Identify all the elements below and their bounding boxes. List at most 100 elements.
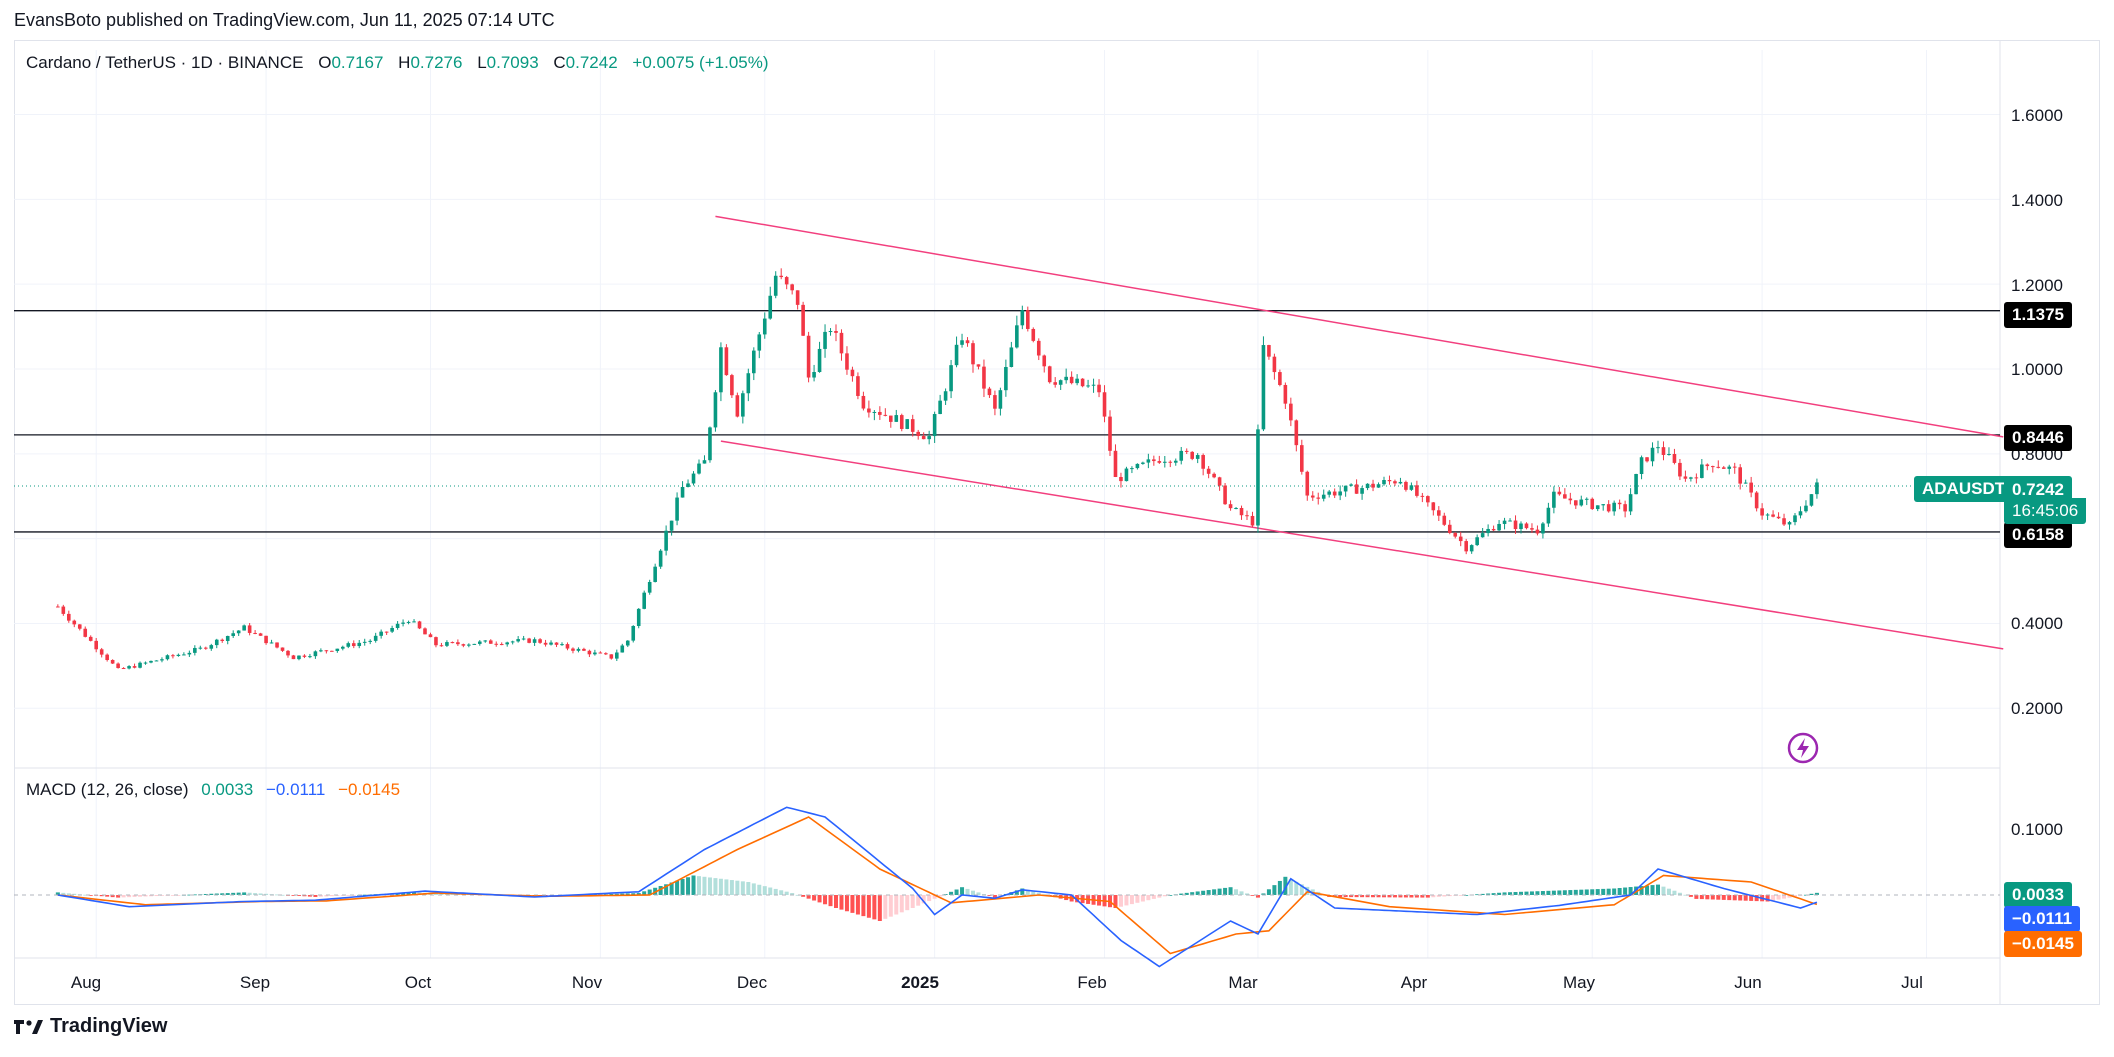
candle-body — [1267, 345, 1271, 357]
macd-histogram-bar — [888, 895, 893, 917]
candle-body — [697, 463, 701, 474]
candle-body — [1069, 376, 1074, 384]
macd-signal-value: −0.0145 — [338, 780, 401, 799]
macd-histogram-bar — [1617, 888, 1622, 895]
candle-body — [154, 660, 159, 662]
candle-body — [872, 411, 877, 413]
macd-histogram-bar — [280, 894, 285, 896]
candle-body — [1020, 310, 1025, 326]
candle-body — [625, 640, 630, 646]
candle-body — [236, 630, 241, 634]
candle-body — [193, 647, 197, 653]
macd-histogram-bar — [412, 892, 417, 895]
candle-body — [253, 632, 257, 634]
candle-body — [899, 415, 904, 429]
candle-body — [604, 653, 608, 655]
macd-histogram-bar — [1447, 895, 1452, 897]
candle-body — [99, 649, 104, 655]
candle-body — [1042, 355, 1047, 367]
candle-body — [209, 645, 214, 649]
candle-body — [609, 654, 614, 659]
macd-histogram-bar — [220, 893, 225, 895]
macd-histogram-bar — [1491, 893, 1496, 895]
macd-histogram-bar — [307, 895, 312, 897]
macd-histogram-bar — [823, 895, 828, 905]
macd-histogram-bar — [954, 889, 959, 895]
candle-body — [845, 353, 849, 370]
candle-body — [1541, 523, 1545, 534]
candle-body — [1119, 477, 1123, 482]
candle-body — [1711, 466, 1715, 468]
macd-histogram-bar — [932, 895, 937, 899]
time-axis-label: Jun — [1734, 973, 1762, 992]
macd-histogram-bar — [1360, 895, 1365, 898]
candle-body — [757, 334, 762, 351]
candle-body — [1678, 462, 1682, 477]
candle-body — [560, 644, 564, 646]
macd-line-value: −0.0111 — [265, 780, 326, 799]
candle-body — [1058, 380, 1063, 385]
candle-body — [916, 431, 920, 437]
macd-histogram-bar — [812, 895, 817, 901]
candle-body — [1190, 451, 1194, 459]
candle-body — [1798, 511, 1803, 516]
candle-body — [538, 639, 542, 643]
candle-body — [1113, 450, 1118, 478]
macd-histogram-bar — [1020, 888, 1025, 895]
candle-body — [1272, 356, 1277, 373]
candle-body — [1283, 384, 1288, 404]
lightning-icon[interactable] — [1787, 732, 1819, 764]
candle-body — [1437, 510, 1441, 516]
macd-histogram-bar — [236, 892, 241, 895]
candle-body — [1168, 461, 1173, 463]
candle-body — [861, 395, 866, 409]
candle-body — [434, 637, 438, 646]
macd-histogram-bar — [1277, 880, 1282, 895]
macd-histogram-bar — [1765, 895, 1770, 902]
macd-histogram-bar — [1601, 888, 1606, 895]
candle-body — [1321, 494, 1326, 499]
change-value: +0.0075 (+1.05%) — [632, 53, 769, 72]
candle-body — [313, 651, 318, 657]
macd-histogram-bar — [784, 891, 789, 895]
macd-histogram-bar — [751, 883, 756, 895]
time-axis-label: Feb — [1077, 973, 1107, 992]
macd-histogram-bar — [1425, 895, 1430, 898]
candle-body — [949, 365, 953, 392]
macd-histogram-bar — [894, 895, 899, 915]
macd-histogram-bar — [275, 894, 280, 896]
macd-histogram-bar — [675, 880, 680, 895]
candle-body — [1146, 459, 1151, 463]
tradingview-footer[interactable]: TradingView — [14, 1015, 167, 1038]
macd-histogram-bar — [718, 878, 723, 895]
macd-histogram-bar — [1661, 886, 1666, 895]
candle-body — [730, 375, 734, 396]
candle-body — [823, 331, 827, 349]
candle-body — [1206, 468, 1211, 474]
macd-histogram-bar — [1814, 892, 1819, 895]
macd-histogram-bar — [1716, 895, 1721, 900]
candle-body — [719, 347, 723, 393]
macd-histogram-bar — [362, 894, 367, 896]
candle-body — [620, 645, 625, 653]
candle-body — [1584, 498, 1589, 500]
macd-histogram-bar — [729, 880, 734, 895]
macd-histogram-bar — [1442, 895, 1447, 897]
candle-body — [943, 391, 948, 401]
candle-body — [1782, 518, 1786, 525]
time-axis-label: Jul — [1901, 973, 1923, 992]
macd-histogram-bar — [631, 893, 636, 895]
candle-body — [647, 581, 652, 593]
candle-body — [554, 642, 559, 645]
macd-histogram-bar — [603, 894, 608, 895]
macd-histogram-bar — [1146, 895, 1151, 901]
macd-histogram-bar — [105, 895, 110, 897]
macd-histogram-bar — [1562, 890, 1567, 895]
macd-histogram-bar — [1349, 895, 1354, 898]
macd-histogram-bar — [1288, 879, 1293, 895]
candle-body — [1393, 481, 1397, 484]
publisher-line: EvansBoto published on TradingView.com, … — [14, 10, 555, 30]
candle-body — [549, 642, 553, 645]
candle-body — [702, 460, 707, 464]
